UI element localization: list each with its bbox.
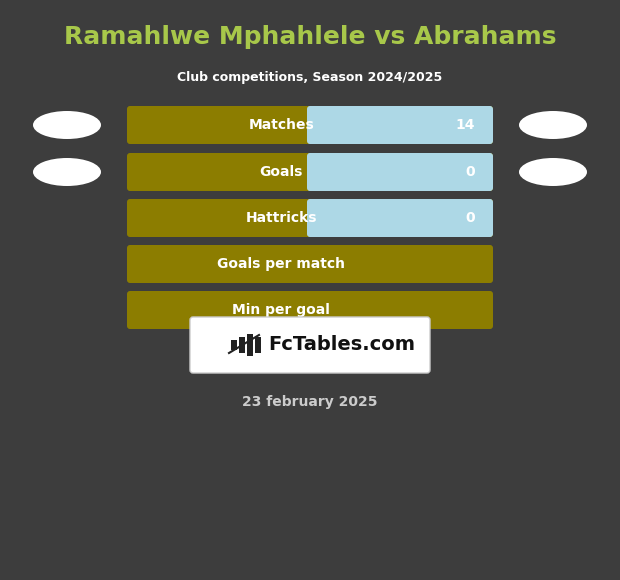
Ellipse shape [519,158,587,186]
FancyBboxPatch shape [310,202,337,234]
FancyBboxPatch shape [247,334,253,356]
FancyBboxPatch shape [127,153,493,191]
FancyBboxPatch shape [307,153,493,191]
Text: Ramahlwe Mphahlele vs Abrahams: Ramahlwe Mphahlele vs Abrahams [64,25,556,49]
FancyBboxPatch shape [307,199,493,237]
FancyBboxPatch shape [190,317,430,373]
FancyBboxPatch shape [239,337,245,353]
FancyBboxPatch shape [310,109,337,141]
Ellipse shape [33,111,101,139]
Text: 0: 0 [466,165,475,179]
Ellipse shape [33,158,101,186]
FancyBboxPatch shape [231,340,237,350]
Text: 23 february 2025: 23 february 2025 [242,395,378,409]
FancyBboxPatch shape [127,245,493,283]
Ellipse shape [519,111,587,139]
Text: FcTables.com: FcTables.com [268,335,415,354]
FancyBboxPatch shape [255,337,261,353]
FancyBboxPatch shape [127,291,493,329]
FancyBboxPatch shape [307,106,493,144]
FancyBboxPatch shape [127,199,493,237]
Text: Club competitions, Season 2024/2025: Club competitions, Season 2024/2025 [177,71,443,84]
Text: 0: 0 [466,211,475,225]
Text: Hattricks: Hattricks [246,211,317,225]
FancyBboxPatch shape [127,106,493,144]
Text: Goals: Goals [260,165,303,179]
Text: Min per goal: Min per goal [232,303,330,317]
Text: Matches: Matches [249,118,314,132]
Text: 14: 14 [456,118,475,132]
Text: Goals per match: Goals per match [217,257,345,271]
FancyBboxPatch shape [310,156,337,188]
